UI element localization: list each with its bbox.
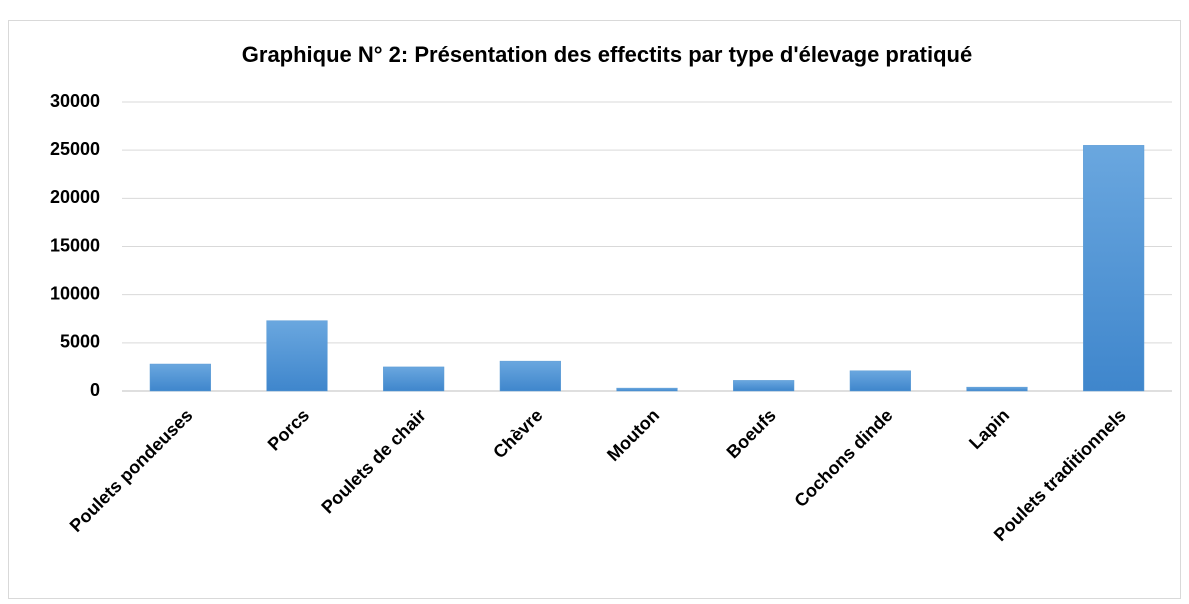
bar [966,386,1028,392]
bar [1083,145,1145,392]
y-tick-label: 20000 [50,187,100,207]
bar [383,366,445,392]
bar [266,320,328,392]
chart-frame [8,20,1181,599]
bar [616,387,678,392]
bar [733,380,795,392]
y-tick-label: 10000 [50,283,100,303]
y-tick-label: 30000 [50,91,100,111]
bar [499,360,561,392]
chart-title: Graphique N° 2: Présentation des effecti… [242,42,972,67]
bar [849,370,911,392]
y-tick-label: 0 [90,380,100,400]
y-tick-label: 15000 [50,235,100,255]
y-tick-label: 25000 [50,139,100,159]
y-tick-label: 5000 [60,332,100,352]
bar [149,363,211,392]
